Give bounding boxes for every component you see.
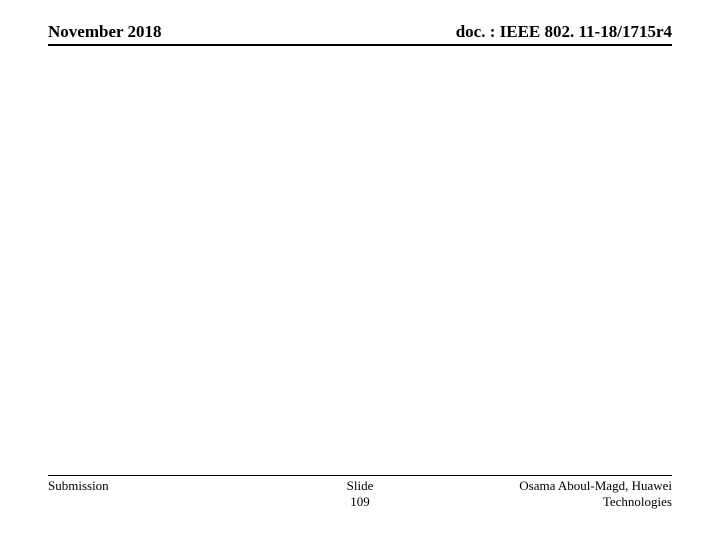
- footer-author: Osama Aboul-Magd, Huawei Technologies: [464, 478, 672, 510]
- footer-submission-label: Submission: [48, 478, 256, 494]
- footer-slide-block: Slide 109: [256, 478, 464, 510]
- footer-slide-label: Slide: [347, 478, 374, 493]
- header-doc-id: doc. : IEEE 802. 11-18/1715r4: [456, 22, 672, 42]
- slide-footer: Submission Slide 109 Osama Aboul-Magd, H…: [48, 475, 672, 510]
- header-date: November 2018: [48, 22, 161, 42]
- footer-slide-number: 109: [256, 494, 464, 510]
- slide-page: November 2018 doc. : IEEE 802. 11-18/171…: [0, 0, 720, 540]
- slide-header: November 2018 doc. : IEEE 802. 11-18/171…: [48, 22, 672, 46]
- footer-row: Submission Slide 109 Osama Aboul-Magd, H…: [48, 478, 672, 510]
